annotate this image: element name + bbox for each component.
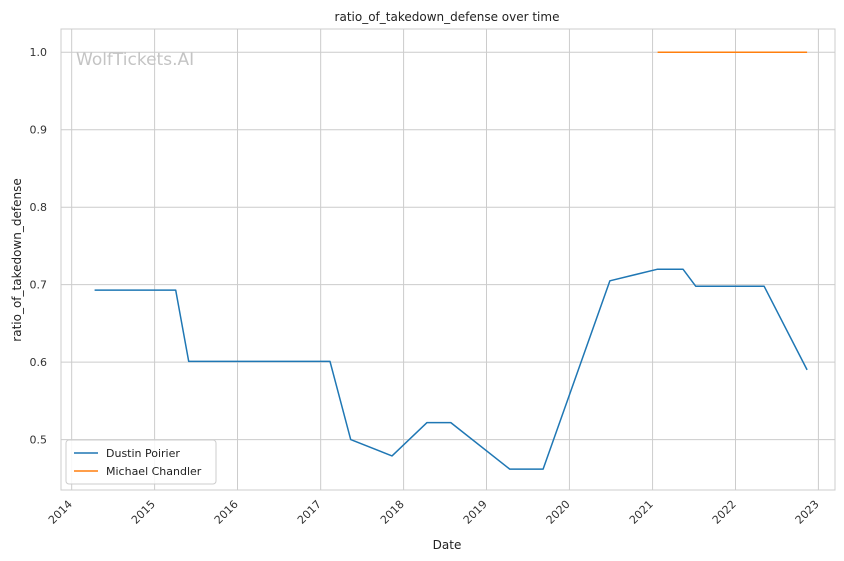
y-tick-label-0.6: 0.6 bbox=[30, 356, 48, 369]
y-tick-label-0.8: 0.8 bbox=[30, 201, 48, 214]
legend-box bbox=[65, 439, 217, 485]
legend-label-dustin-poirier: Dustin Poirier bbox=[106, 447, 180, 460]
y-tick-label-0.9: 0.9 bbox=[30, 124, 48, 137]
x-axis-ticks: 2014 2015 2016 2017 2018 2019 2020 2021 2022 2023 bbox=[46, 498, 822, 527]
y-axis-label: ratio_of_takedown_defense bbox=[10, 178, 24, 341]
y-axis-ticks: 0.5 0.6 0.7 0.8 0.9 1.0 bbox=[30, 46, 48, 446]
series-line-dustin-poirier bbox=[94, 268, 808, 470]
legend: Dustin Poirier Michael Chandler bbox=[65, 439, 217, 485]
y-tick-label-0.5: 0.5 bbox=[30, 434, 48, 447]
grid bbox=[61, 29, 835, 490]
y-tick-label-1.0: 1.0 bbox=[30, 46, 48, 59]
legend-label-michael-chandler: Michael Chandler bbox=[106, 465, 202, 478]
plot-frame bbox=[60, 28, 836, 491]
y-tick-label-0.7: 0.7 bbox=[30, 279, 48, 292]
chart-title: ratio_of_takedown_defense over time bbox=[335, 10, 560, 24]
x-axis-label: Date bbox=[433, 538, 462, 552]
watermark: WolfTickets.AI bbox=[76, 50, 194, 70]
series-layer bbox=[94, 51, 808, 470]
